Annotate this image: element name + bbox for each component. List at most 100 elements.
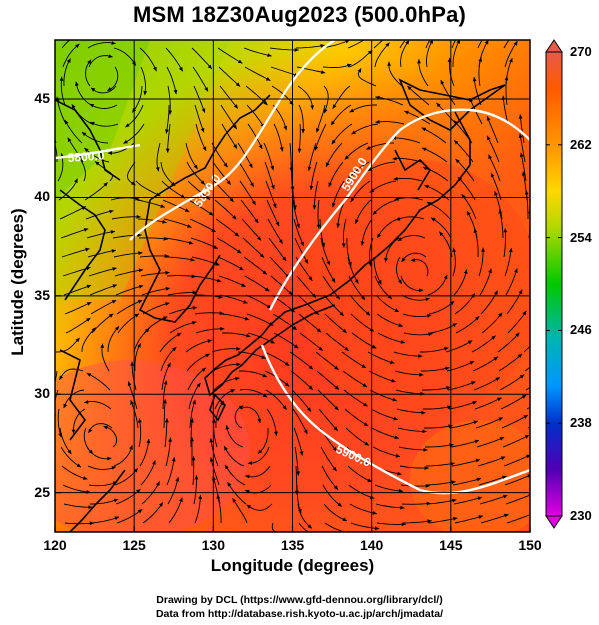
streamline-arrowhead [111, 466, 116, 470]
streamline-arrowhead [137, 233, 142, 238]
streamline-arrowhead [138, 251, 143, 255]
streamline [478, 475, 507, 486]
streamline-arrowhead [179, 497, 183, 503]
streamline-arrowhead [226, 180, 231, 185]
streamline [242, 237, 265, 258]
streamline-arrowhead [320, 70, 326, 74]
streamline [164, 418, 168, 448]
streamline-arrowhead [265, 77, 271, 81]
streamline [116, 508, 143, 524]
streamline [87, 249, 117, 258]
streamline [420, 347, 449, 353]
streamline-arrowhead [514, 268, 518, 273]
streamline-arrowhead [397, 237, 403, 241]
streamline [400, 275, 424, 291]
streamline-arrowhead [308, 276, 313, 281]
streamline-arrowhead [292, 325, 297, 330]
streamline-arrowhead [410, 258, 416, 262]
streamline-arrowhead [391, 378, 396, 383]
streamline-arrowhead [331, 202, 336, 208]
streamline [372, 446, 401, 458]
streamline-arrowhead [401, 522, 406, 527]
streamline [316, 370, 340, 390]
streamline-arrowhead [498, 209, 503, 214]
streamline [130, 400, 139, 429]
streamline-arrowhead [84, 400, 89, 404]
streamline-arrowhead [400, 505, 405, 510]
streamline-arrowhead [337, 502, 342, 507]
streamline [135, 180, 161, 197]
streamline [392, 158, 422, 163]
streamline-arrowhead [436, 102, 441, 108]
streamline [60, 446, 82, 468]
streamline-arrowhead [326, 260, 330, 266]
streamline-arrowhead [463, 269, 468, 274]
y-axis-label: Latitude (degrees) [8, 208, 27, 356]
streamline [430, 217, 452, 239]
streamline [426, 40, 434, 68]
streamline [62, 484, 91, 493]
streamline [322, 484, 343, 507]
streamline-arrowhead [364, 441, 369, 446]
streamline-arrowhead [344, 155, 349, 160]
streamline-arrowhead [103, 425, 108, 430]
streamline-arrowhead [235, 82, 241, 87]
streamline [519, 133, 526, 163]
streamline [507, 310, 527, 334]
streamline-arrowhead [424, 185, 429, 189]
streamline-arrowhead [279, 147, 284, 152]
streamline-arrowhead [196, 382, 201, 388]
streamline [265, 180, 277, 209]
streamline [478, 247, 484, 277]
streamline-arrowhead [263, 100, 268, 106]
streamline-arrowhead [262, 393, 268, 398]
streamline-arrowhead [235, 376, 240, 381]
streamline-arrowhead [472, 77, 477, 82]
streamline [505, 76, 508, 106]
streamline [188, 199, 214, 216]
streamline-arrowhead [237, 59, 243, 64]
streamline-arrowhead [164, 254, 169, 258]
streamline [191, 47, 213, 70]
streamline [500, 394, 527, 410]
streamline [107, 66, 119, 92]
streamline-arrowhead [422, 166, 428, 171]
streamline [347, 465, 372, 483]
streamline [224, 464, 246, 486]
streamline-arrowhead [86, 373, 92, 377]
streamline-arrowhead [540, 331, 544, 335]
streamline [454, 515, 484, 524]
streamline [271, 522, 277, 532]
streamline-arrowhead [517, 353, 523, 358]
streamline-arrowhead [107, 151, 112, 155]
streamline-arrowhead [333, 485, 339, 490]
streamline-arrowhead [427, 519, 432, 524]
streamline-arrowhead [349, 108, 355, 113]
streamline-arrowhead [401, 257, 406, 262]
streamline [215, 400, 225, 429]
streamline-arrowhead [390, 360, 395, 364]
streamline-arrowhead [86, 318, 91, 322]
streamline-arrowhead [344, 346, 349, 351]
streamline-arrowhead [138, 284, 144, 289]
streamline [453, 496, 483, 505]
streamline [369, 180, 397, 193]
streamline [140, 66, 146, 96]
streamline-arrowhead [473, 228, 478, 233]
streamline-arrowhead [232, 215, 237, 220]
streamline-arrowhead [391, 29, 395, 33]
streamline-arrowhead [152, 460, 156, 465]
streamline-arrowhead [450, 461, 455, 466]
streamline-arrowhead [371, 344, 377, 349]
streamline-arrowhead [545, 27, 549, 31]
streamline [81, 327, 97, 353]
streamline-arrowhead [443, 347, 449, 351]
streamline [89, 284, 118, 296]
streamline [272, 104, 287, 131]
streamline-arrowhead [443, 274, 448, 280]
streamline-arrowhead [387, 294, 392, 299]
streamline [448, 401, 477, 410]
streamline [169, 321, 197, 334]
streamline [101, 343, 110, 372]
streamline [369, 389, 397, 402]
